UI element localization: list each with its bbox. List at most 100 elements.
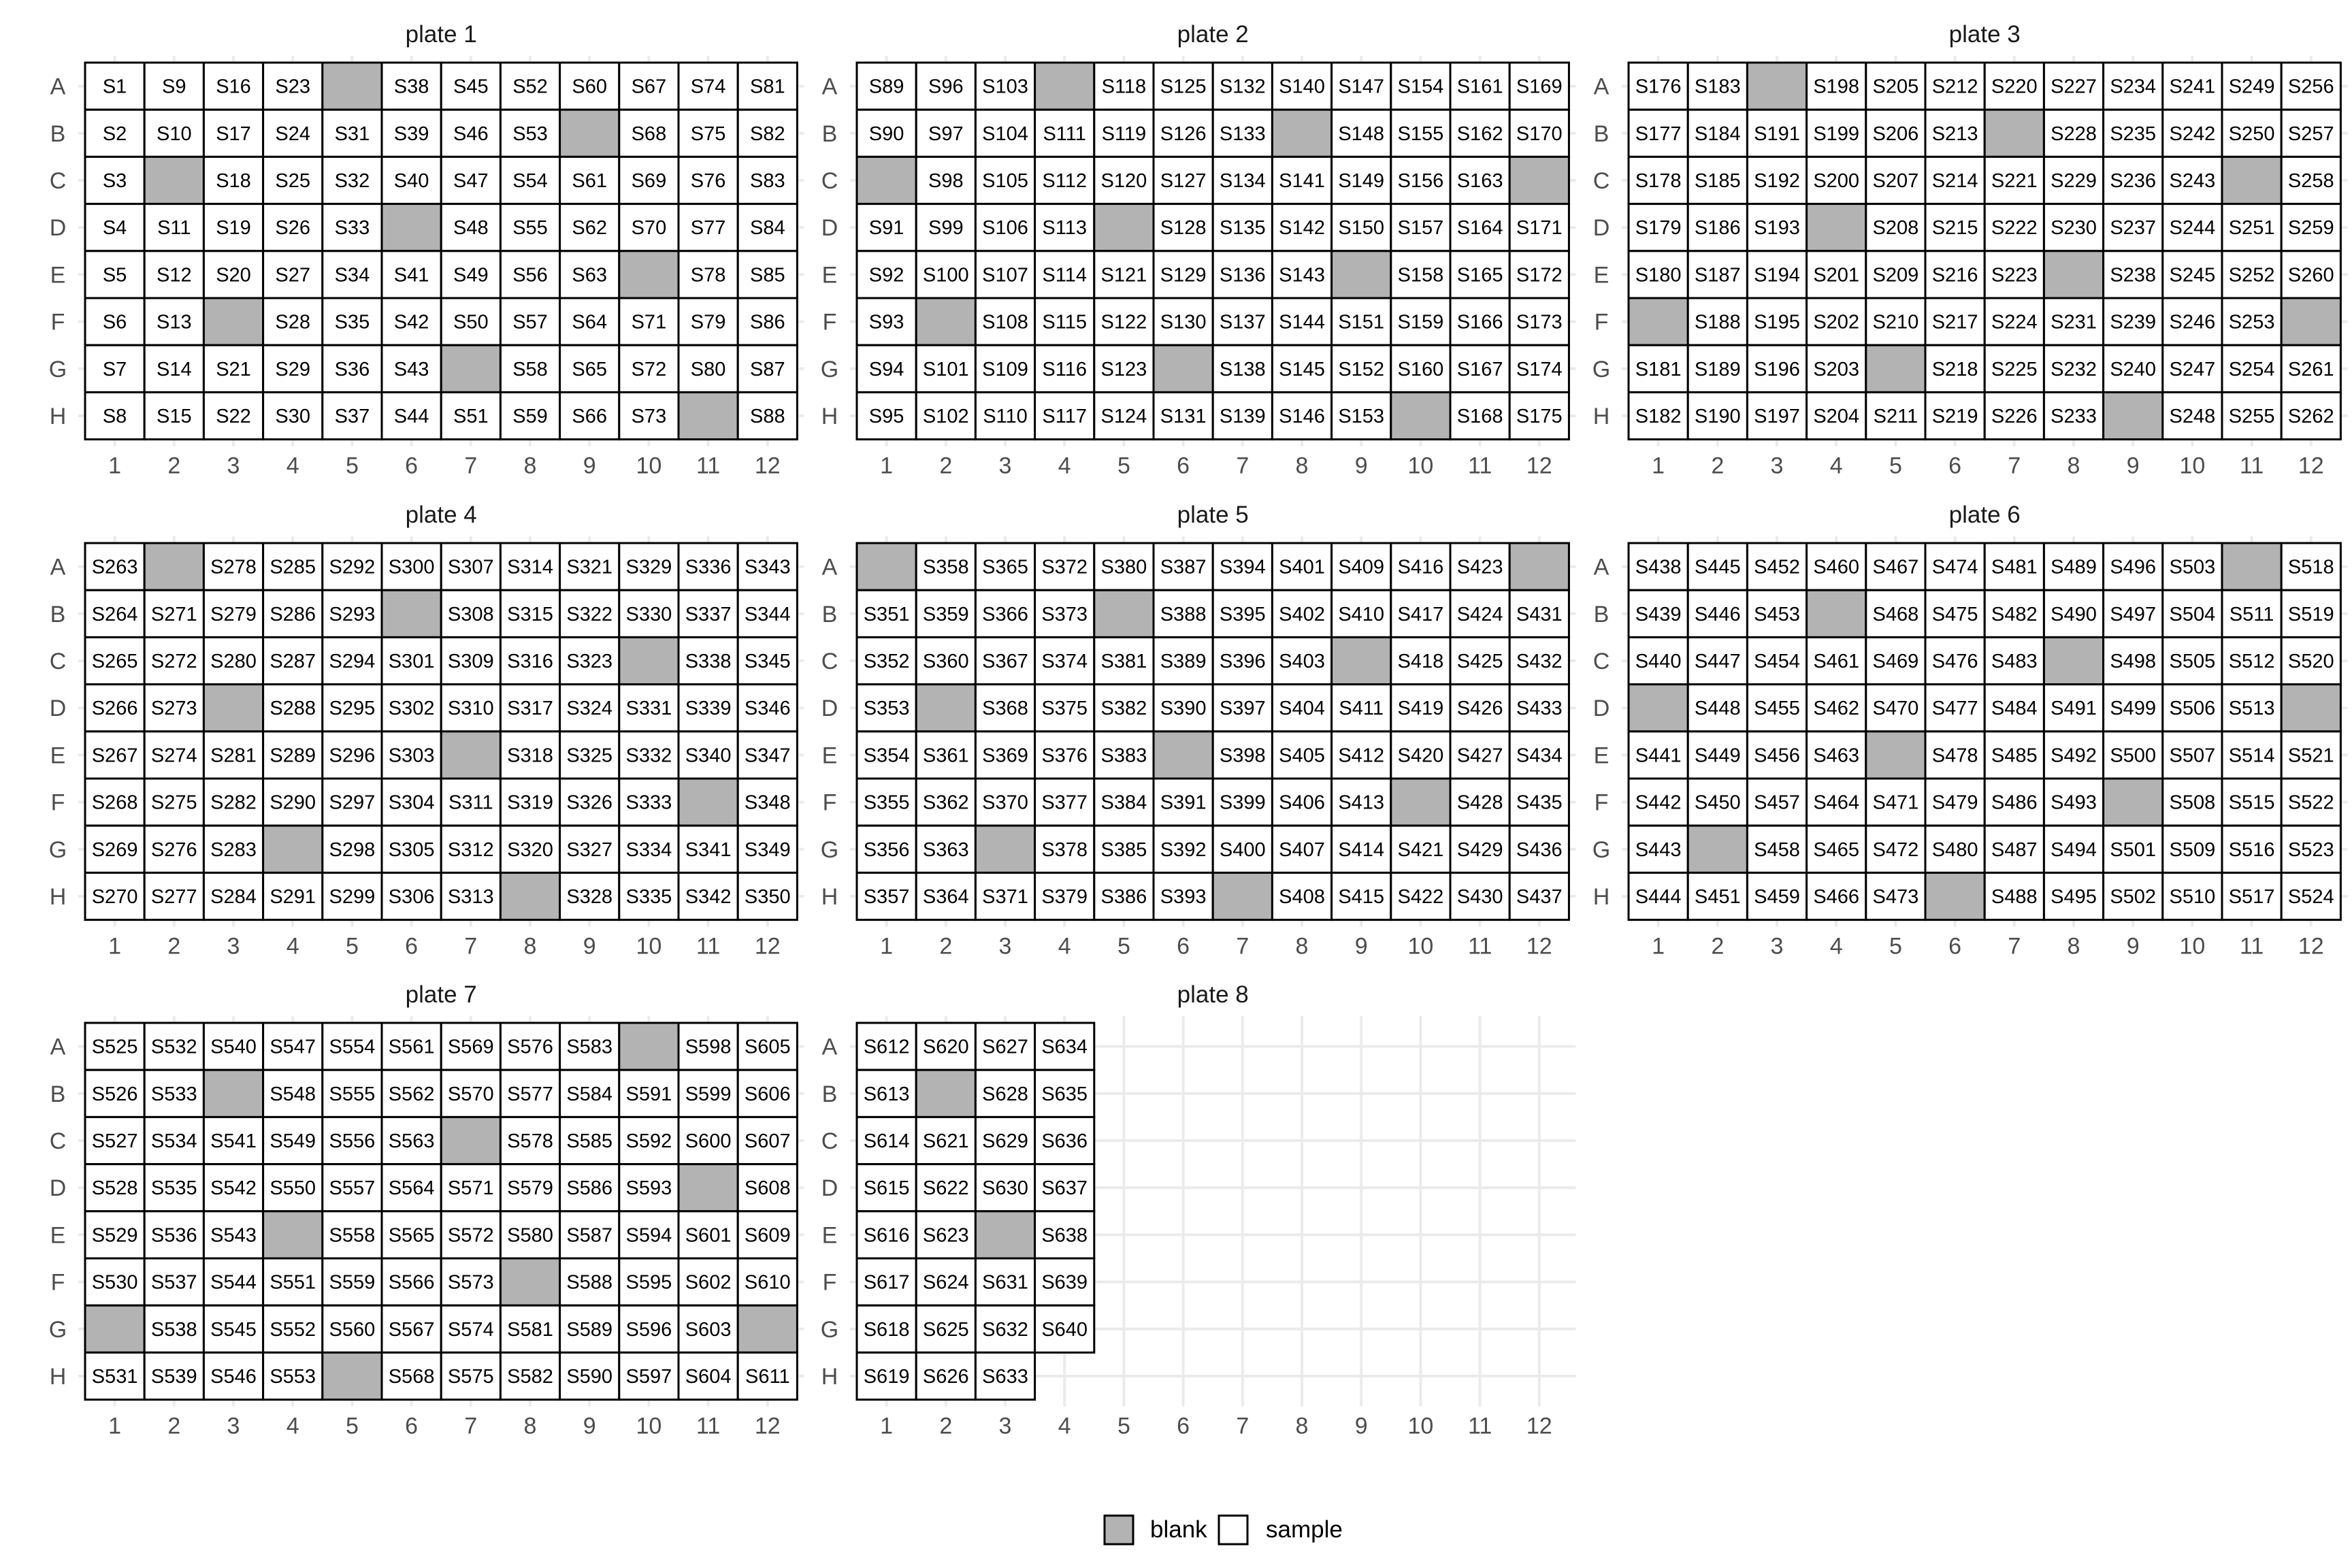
well-label: S336 <box>685 557 732 578</box>
well-label: S569 <box>448 1036 494 1058</box>
sample-well <box>1034 1257 1096 1307</box>
sample-well <box>2042 155 2105 206</box>
well-label: S570 <box>448 1083 494 1105</box>
well-label: S175 <box>1516 406 1563 427</box>
well-label: S273 <box>151 698 197 719</box>
column-tick-label: 2 <box>939 934 952 960</box>
column-tick-label: 12 <box>2298 453 2324 479</box>
well-label: S365 <box>982 557 1028 578</box>
sample-well <box>2221 297 2283 346</box>
well-label: S11 <box>157 217 191 239</box>
well-label: S196 <box>1754 359 1800 380</box>
well-label: S630 <box>982 1177 1028 1199</box>
well-label: S243 <box>2170 170 2216 192</box>
column-tick-label: 5 <box>1889 934 1902 960</box>
blank-well <box>1508 155 1570 206</box>
well-label: S30 <box>275 406 310 427</box>
sample-well <box>499 297 561 346</box>
sample-well <box>1449 589 1511 638</box>
sample-well <box>1271 391 1333 441</box>
well-label: S495 <box>2051 886 2097 908</box>
sample-well <box>1390 542 1452 591</box>
well-label: S43 <box>394 359 429 380</box>
well-label: S632 <box>982 1319 1028 1341</box>
sample-well <box>1449 391 1511 441</box>
well-label: S98 <box>928 170 964 192</box>
well-label: S248 <box>2170 406 2216 427</box>
well-label: S474 <box>1932 557 1978 578</box>
sample-well <box>1627 344 1689 393</box>
well-label: S537 <box>151 1272 197 1294</box>
sample-well <box>262 1163 324 1213</box>
column-tick-label: 7 <box>464 934 477 960</box>
well-label: S449 <box>1695 745 1741 766</box>
column-tick-label: 8 <box>1296 934 1309 960</box>
row-tick-label: H <box>1593 884 1610 910</box>
well-label: S171 <box>1516 217 1563 239</box>
well-label: S261 <box>2288 359 2334 380</box>
sample-well <box>618 1304 680 1354</box>
well-label: S145 <box>1279 359 1325 380</box>
well-label: S176 <box>1635 76 1682 98</box>
sample-well <box>143 344 205 393</box>
sample-well <box>1271 250 1333 299</box>
well-label: S71 <box>632 312 667 333</box>
blank-well <box>499 1257 561 1307</box>
column-tick-label: 2 <box>167 934 180 960</box>
row-tick-label: C <box>821 649 838 674</box>
well-label: S605 <box>745 1036 791 1058</box>
well-label: S250 <box>2229 123 2275 145</box>
well-label: S481 <box>1991 557 2038 578</box>
well-label: S26 <box>275 217 310 239</box>
well-label: S61 <box>572 170 607 192</box>
sample-well <box>1152 250 1214 299</box>
well-label: S586 <box>566 1177 612 1199</box>
well-label: S389 <box>1160 651 1207 672</box>
well-label: S227 <box>2051 76 2097 98</box>
sample-well <box>1806 683 1867 733</box>
sample-well <box>559 344 621 393</box>
sample-well <box>1508 683 1570 733</box>
well-label: S50 <box>453 312 489 333</box>
sample-well <box>440 250 502 299</box>
well-label: S590 <box>566 1366 612 1388</box>
column-tick-label: 10 <box>1407 1414 1433 1439</box>
well-label: S358 <box>923 557 969 578</box>
blank-well <box>440 730 502 780</box>
well-label: S128 <box>1160 217 1207 239</box>
blank-well <box>559 108 621 158</box>
blank-well <box>1746 61 1808 111</box>
well-label: S59 <box>512 406 548 427</box>
well-label: S602 <box>685 1272 732 1294</box>
well-label: S4 <box>103 217 127 239</box>
sample-well <box>1865 636 1927 686</box>
sample-well <box>2161 730 2223 780</box>
well-label: S319 <box>507 792 553 814</box>
well-label: S154 <box>1398 76 1444 98</box>
well-label: S382 <box>1101 698 1147 719</box>
blank-well <box>1983 108 2045 158</box>
sample-well <box>1211 391 1273 441</box>
well-label: S276 <box>151 839 197 861</box>
well-label: S127 <box>1160 170 1207 192</box>
column-tick-label: 6 <box>405 1414 418 1439</box>
well-label: S538 <box>151 1319 197 1341</box>
well-label: S595 <box>626 1272 672 1294</box>
sample-well <box>1034 155 1096 206</box>
well-label: S455 <box>1754 698 1800 719</box>
sample-well <box>1865 824 1927 874</box>
well-label: S201 <box>1813 264 1859 286</box>
sample-well <box>855 1210 917 1260</box>
well-label: S578 <box>507 1130 553 1152</box>
blank-well <box>1034 61 1096 111</box>
well-label: S466 <box>1813 886 1859 908</box>
sample-well <box>1627 250 1689 299</box>
row-tick-label: G <box>49 837 67 863</box>
sample-well <box>974 730 1036 780</box>
sample-well <box>1271 683 1333 733</box>
well-label: S436 <box>1516 839 1563 861</box>
sample-well <box>321 1115 383 1166</box>
column-tick-label: 5 <box>1889 453 1902 479</box>
column-tick-label: 11 <box>2240 934 2264 960</box>
